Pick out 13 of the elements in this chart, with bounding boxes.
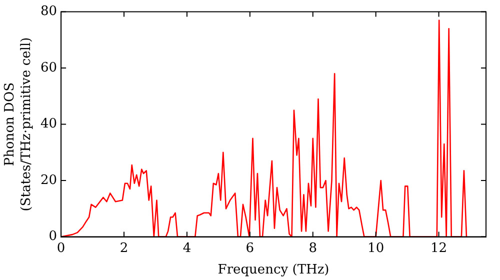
x-tick-label: 8 — [308, 240, 318, 256]
y-tick-label: 20 — [40, 172, 58, 188]
y-axis-title: Phonon DOS (States/THz·primitive cell) — [2, 37, 34, 212]
x-axis-title: Frequency (THz) — [218, 262, 330, 278]
y-tick-label: 60 — [40, 60, 58, 76]
y-tick-label: 0 — [48, 229, 58, 244]
x-tick-label: 6 — [246, 240, 254, 256]
x-tick-label: 12 — [430, 240, 448, 256]
x-tick-label: 10 — [368, 240, 384, 256]
y-tick-label: 40 — [40, 116, 58, 132]
x-tick-label: 2 — [120, 240, 128, 256]
y-tick-label: 80 — [40, 4, 58, 20]
x-tick-label: 4 — [182, 240, 192, 256]
